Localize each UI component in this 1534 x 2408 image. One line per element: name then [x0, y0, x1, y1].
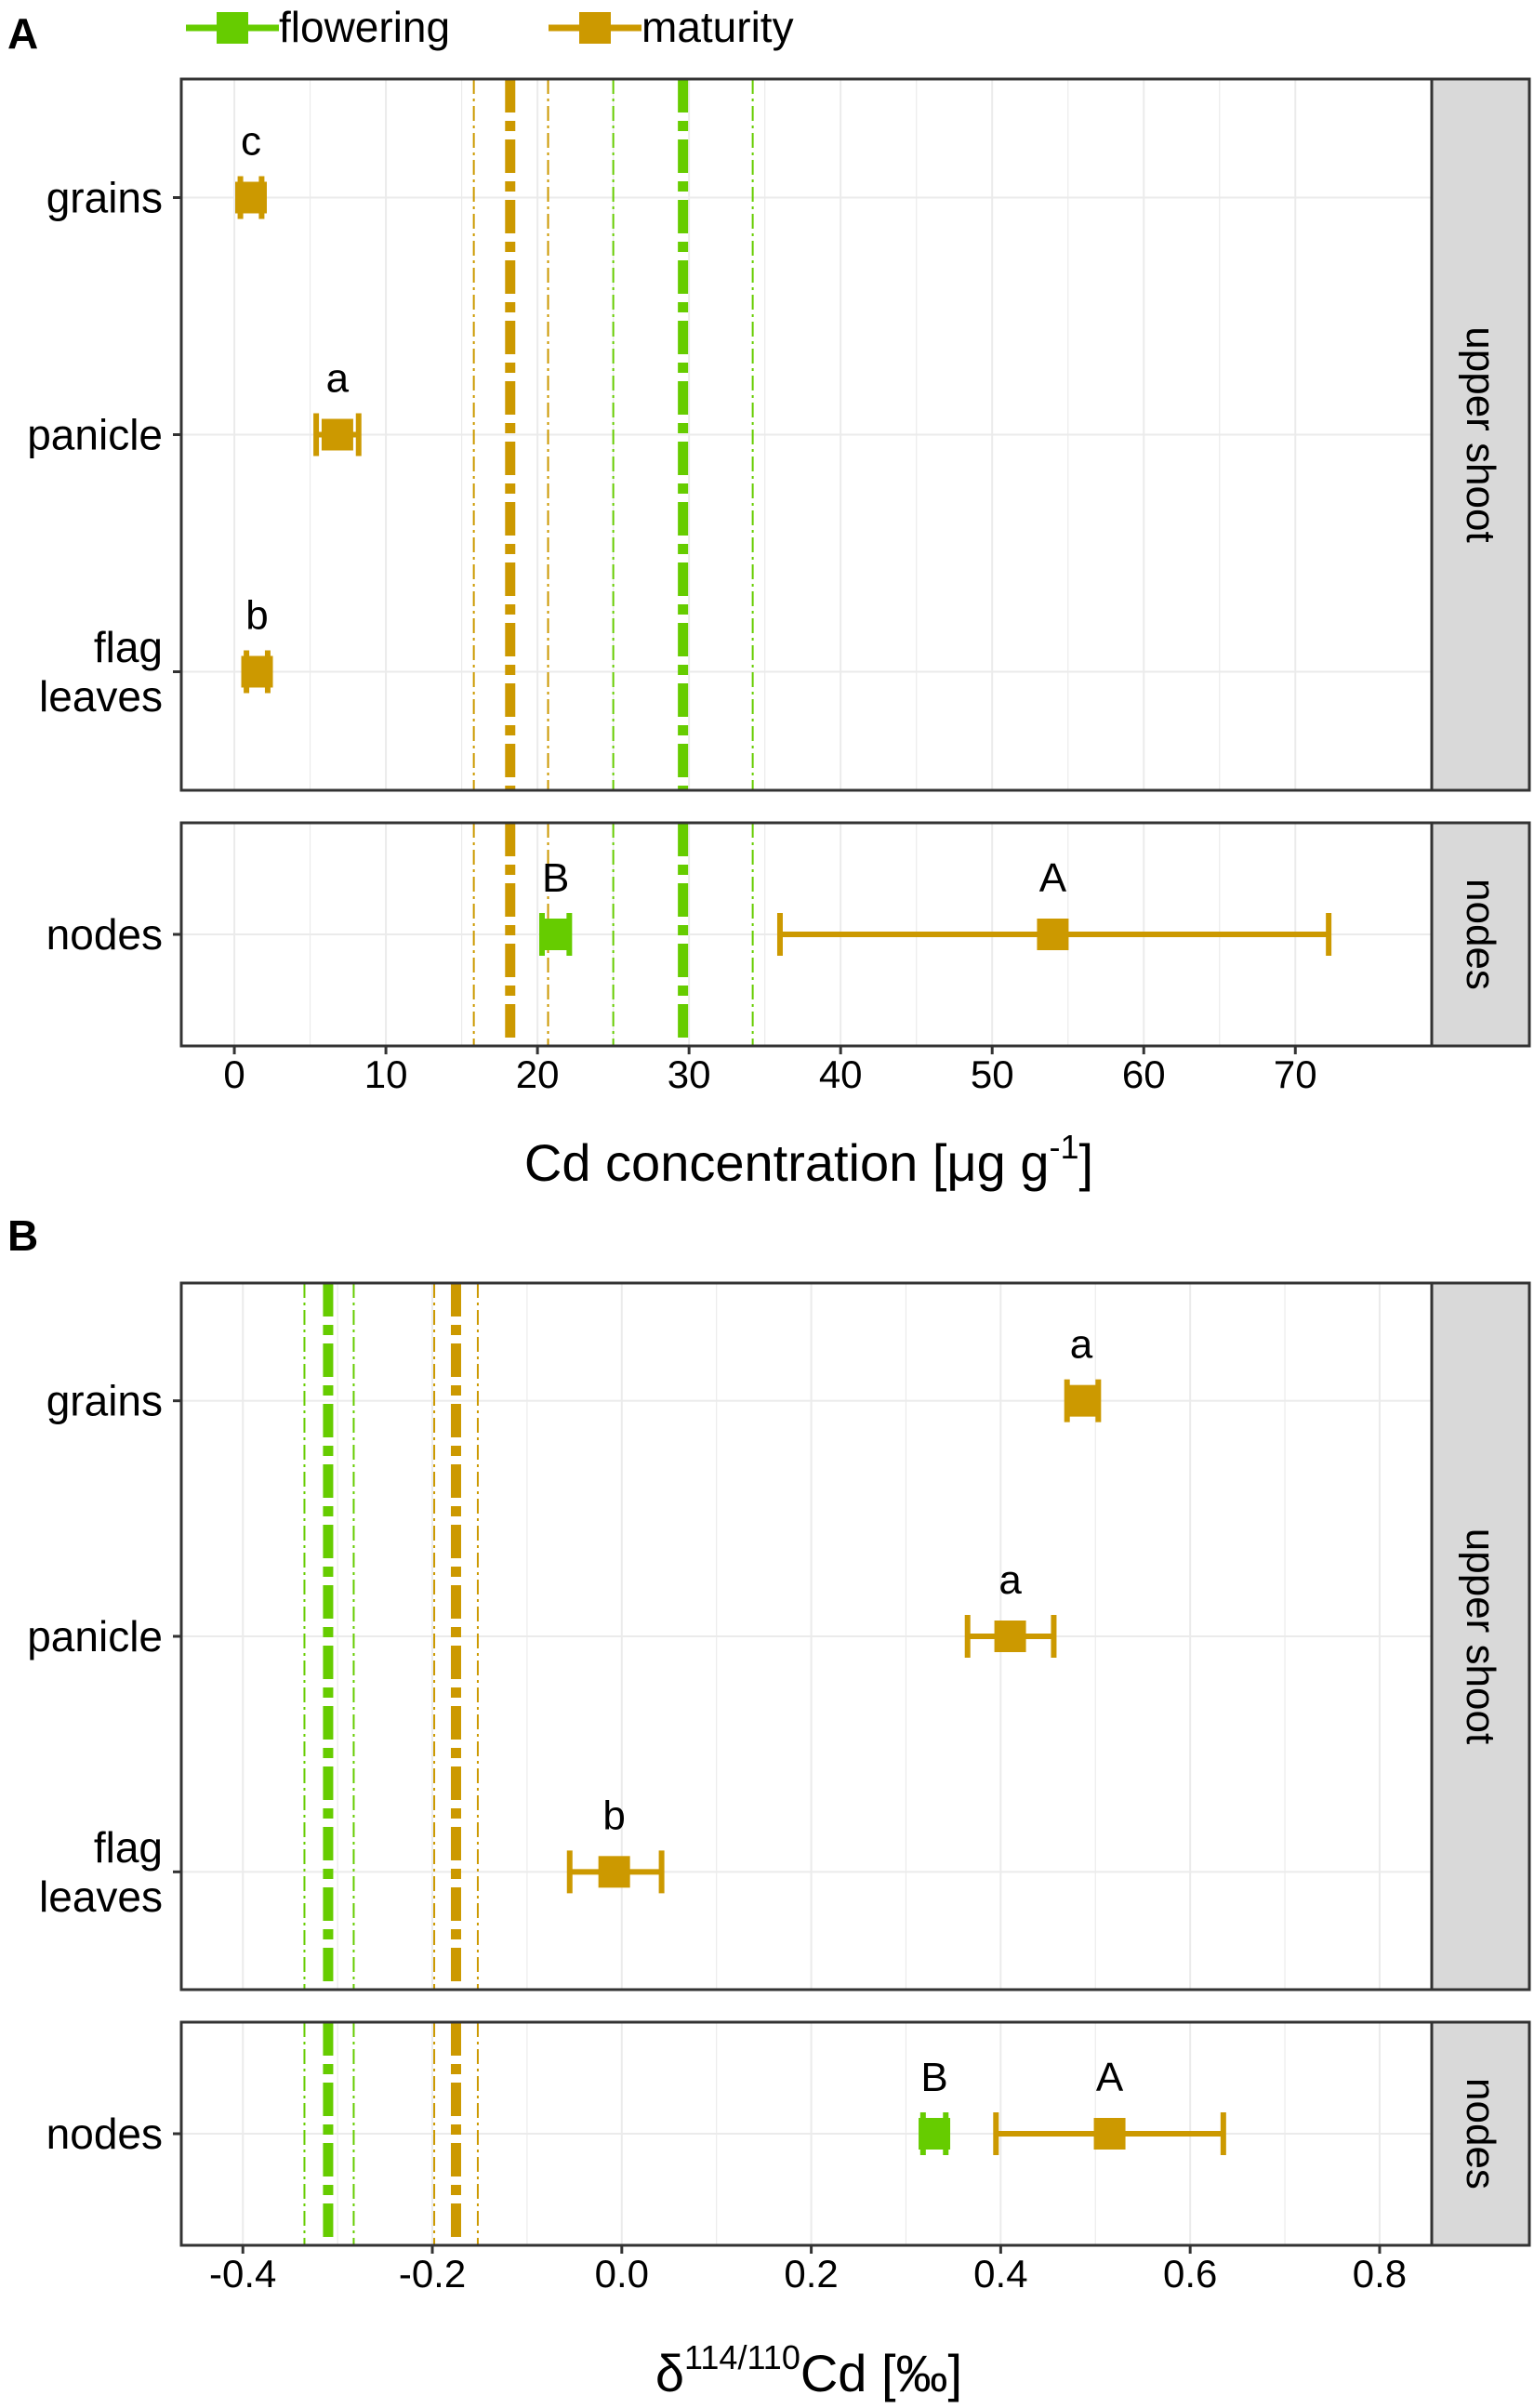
data-point-maturity: a — [1064, 1322, 1102, 1422]
data-point-flowering: B — [539, 855, 573, 956]
category-label: flag — [94, 623, 163, 671]
x-tick-label: 0.4 — [973, 2252, 1027, 2296]
data-point-maturity: b — [241, 593, 273, 694]
x-tick-label: 0.6 — [1163, 2252, 1217, 2296]
data-point-maturity: b — [566, 1793, 665, 1894]
x-tick-label: 60 — [1122, 1052, 1166, 1096]
legend-label-maturity: maturity — [641, 3, 794, 51]
facet-strip-label: upper shoot — [1458, 326, 1503, 542]
point-marker — [1093, 2118, 1126, 2150]
facet-strip-label: nodes — [1458, 2078, 1503, 2190]
category-label: nodes — [46, 2110, 163, 2158]
category-label: flag — [94, 1823, 163, 1872]
category-label: panicle — [27, 411, 163, 459]
category-label: leaves — [39, 1872, 163, 1921]
data-point-maturity: A — [993, 2055, 1226, 2155]
x-tick-label: -0.4 — [209, 2252, 276, 2296]
facet-strip-label: nodes — [1458, 879, 1503, 990]
x-tick-label: 0 — [223, 1052, 245, 1096]
facet-strip-background — [1430, 1281, 1531, 1991]
x-tick-label: 30 — [668, 1052, 711, 1096]
significance-letter: a — [998, 1557, 1022, 1603]
x-tick-label: -0.2 — [399, 2252, 466, 2296]
facet-strip-background — [1430, 821, 1531, 1048]
data-point-maturity: a — [313, 356, 362, 456]
point-marker — [321, 418, 353, 451]
point-marker — [919, 2118, 951, 2150]
point-marker — [539, 919, 572, 950]
significance-letter: A — [1096, 2055, 1124, 2100]
x-tick-label: 0.0 — [595, 2252, 649, 2296]
x-axis-title-main: δ — [655, 2344, 684, 2402]
legend-label-flowering: flowering — [279, 3, 450, 51]
x-axis-title-superscript: 114/110 — [684, 2338, 800, 2376]
significance-letter: A — [1039, 855, 1067, 901]
x-axis-title-main: Cd concentration [ — [524, 1133, 947, 1192]
significance-letter: a — [326, 356, 350, 402]
point-marker — [1037, 919, 1069, 950]
category-label: grains — [46, 174, 163, 222]
category-label: leaves — [39, 672, 163, 721]
x-tick-label: 0.2 — [784, 2252, 838, 2296]
x-axis-title-B: δ114/110Cd [‰] — [655, 2338, 962, 2402]
x-axis-B: -0.4 -0.2 0.0 0.2 0.4 0.6 0.8 — [209, 2245, 1407, 2296]
point-marker — [598, 1856, 630, 1888]
x-tick-label: 20 — [516, 1052, 560, 1096]
data-point-maturity: c — [234, 119, 267, 219]
x-tick-label: 0.8 — [1353, 2252, 1407, 2296]
significance-letter: c — [241, 119, 261, 165]
facet-strip-background — [1430, 77, 1531, 792]
point-marker — [1065, 1384, 1097, 1417]
x-axis-title-unit: μg g — [946, 1133, 1049, 1192]
significance-letter: B — [542, 855, 569, 901]
x-axis-title-superscript: -1 — [1050, 1128, 1079, 1166]
x-axis-A: 0 10 20 30 40 50 60 70 — [223, 1046, 1317, 1096]
x-tick-label: 10 — [364, 1052, 408, 1096]
x-tick-label: 50 — [971, 1052, 1014, 1096]
legend: flowering maturity — [186, 3, 794, 51]
x-tick-label: 40 — [819, 1052, 863, 1096]
point-marker — [241, 655, 273, 688]
category-label: grains — [46, 1377, 163, 1425]
legend-key-box-maturity — [579, 12, 611, 44]
x-axis-title-A: Cd concentration [μg g-1] — [524, 1128, 1093, 1192]
category-label: panicle — [27, 1612, 163, 1660]
x-axis-title-end: Cd [‰] — [800, 2344, 962, 2402]
data-point-flowering: B — [919, 2055, 951, 2155]
facet-strip-background — [1430, 2020, 1531, 2247]
category-label: nodes — [46, 910, 163, 959]
data-point-maturity: A — [776, 855, 1332, 956]
facet-strip-label: upper shoot — [1458, 1528, 1503, 1744]
x-axis-title-end: ] — [1079, 1133, 1094, 1192]
point-marker — [994, 1621, 1026, 1652]
data-point-maturity: a — [964, 1557, 1057, 1658]
panel-label-A: A — [7, 9, 38, 58]
significance-letter: b — [245, 593, 268, 639]
x-tick-label: 70 — [1274, 1052, 1317, 1096]
significance-letter: b — [602, 1793, 625, 1838]
legend-key-box-flowering — [217, 12, 248, 44]
significance-letter: a — [1070, 1322, 1093, 1368]
significance-letter: B — [920, 2055, 947, 2100]
point-marker — [234, 181, 267, 214]
panel-label-B: B — [7, 1211, 38, 1260]
